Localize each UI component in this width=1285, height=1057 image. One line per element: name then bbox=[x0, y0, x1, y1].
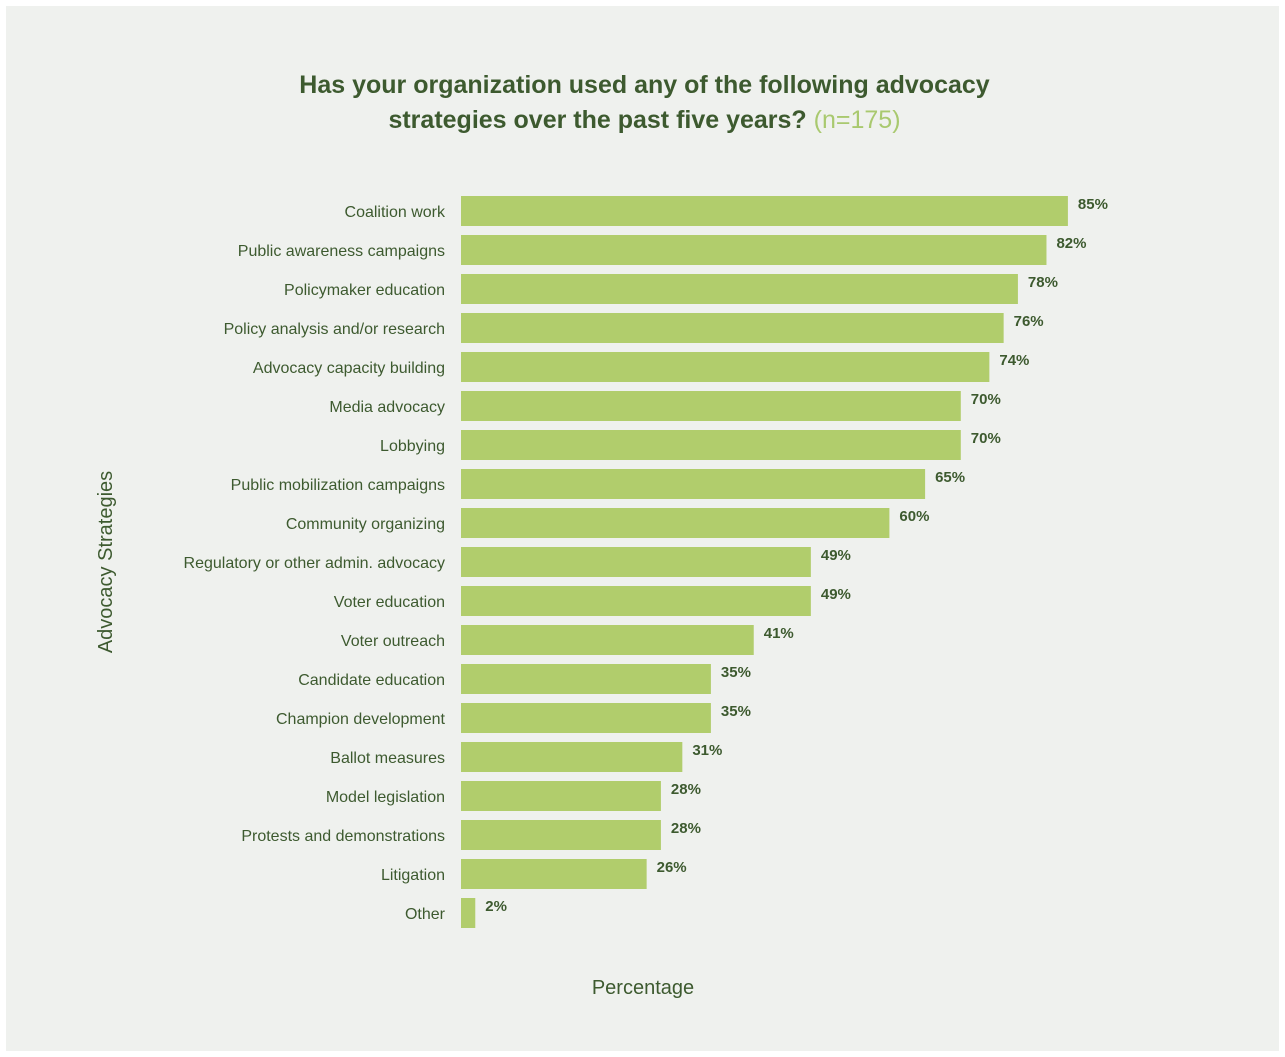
value-label-community-organizing: 60% bbox=[899, 508, 929, 525]
bar-policy-analysis-and-or-research bbox=[461, 313, 1004, 343]
value-label-coalition-work: 85% bbox=[1078, 196, 1108, 213]
value-label-champion-development: 35% bbox=[721, 703, 751, 720]
value-label-litigation: 26% bbox=[657, 859, 687, 876]
bar-public-mobilization-campaigns bbox=[461, 469, 926, 499]
sample-size: (n=175) bbox=[813, 106, 901, 134]
category-label-voter-outreach: Voter outreach bbox=[341, 633, 445, 650]
category-label-other: Other bbox=[405, 906, 446, 923]
x-axis-label: Percentage bbox=[592, 977, 694, 999]
value-label-protests-and-demonstrations: 28% bbox=[671, 820, 701, 837]
category-label-coalition-work: Coalition work bbox=[345, 204, 446, 221]
category-label-candidate-education: Candidate education bbox=[298, 672, 445, 689]
category-label-community-organizing: Community organizing bbox=[286, 516, 445, 533]
chart-title-line-1: Has your organization used any of the fo… bbox=[299, 71, 990, 99]
category-label-protests-and-demonstrations: Protests and demonstrations bbox=[241, 828, 445, 845]
bar-champion-development bbox=[461, 703, 711, 733]
chart-title: Has your organization used any of the fo… bbox=[0, 68, 1285, 138]
bar-lobbying bbox=[461, 430, 961, 460]
bar-public-awareness-campaigns bbox=[461, 235, 1047, 265]
value-label-candidate-education: 35% bbox=[721, 664, 751, 681]
value-label-lobbying: 70% bbox=[971, 430, 1001, 447]
bar-candidate-education bbox=[461, 664, 711, 694]
value-label-policymaker-education: 78% bbox=[1028, 274, 1058, 291]
value-label-other: 2% bbox=[485, 898, 507, 915]
value-label-media-advocacy: 70% bbox=[971, 391, 1001, 408]
category-label-public-awareness-campaigns: Public awareness campaigns bbox=[238, 243, 445, 260]
category-label-lobbying: Lobbying bbox=[380, 438, 445, 455]
category-label-policymaker-education: Policymaker education bbox=[284, 282, 445, 299]
bar-other bbox=[461, 898, 476, 928]
bar-coalition-work bbox=[461, 196, 1068, 226]
category-label-regulatory-or-other-admin-advocacy: Regulatory or other admin. advocacy bbox=[184, 555, 445, 572]
value-label-voter-education: 49% bbox=[821, 586, 851, 603]
chart-title-line-2: strategies over the past five years? (n=… bbox=[0, 103, 1285, 138]
bar-litigation bbox=[461, 859, 647, 889]
value-label-public-mobilization-campaigns: 65% bbox=[935, 469, 965, 486]
category-label-advocacy-capacity-building: Advocacy capacity building bbox=[253, 360, 445, 377]
category-label-policy-analysis-and-or-research: Policy analysis and/or research bbox=[224, 321, 445, 338]
value-label-ballot-measures: 31% bbox=[692, 742, 722, 759]
chart-title-line-2-text: strategies over the past five years? bbox=[388, 106, 807, 134]
bar-community-organizing bbox=[461, 508, 890, 538]
bar-voter-education bbox=[461, 586, 811, 616]
category-label-voter-education: Voter education bbox=[334, 594, 445, 611]
value-label-voter-outreach: 41% bbox=[764, 625, 794, 642]
category-label-ballot-measures: Ballot measures bbox=[330, 750, 445, 767]
category-label-media-advocacy: Media advocacy bbox=[329, 399, 445, 416]
bar-protests-and-demonstrations bbox=[461, 820, 661, 850]
bar-voter-outreach bbox=[461, 625, 754, 655]
value-label-policy-analysis-and-or-research: 76% bbox=[1014, 313, 1044, 330]
bar-advocacy-capacity-building bbox=[461, 352, 990, 382]
value-label-model-legislation: 28% bbox=[671, 781, 701, 798]
category-label-champion-development: Champion development bbox=[276, 711, 446, 728]
bar-regulatory-or-other-admin-advocacy bbox=[461, 547, 811, 577]
bar-ballot-measures bbox=[461, 742, 683, 772]
value-label-advocacy-capacity-building: 74% bbox=[999, 352, 1029, 369]
bar-media-advocacy bbox=[461, 391, 961, 421]
category-label-litigation: Litigation bbox=[381, 867, 445, 884]
value-label-regulatory-or-other-admin-advocacy: 49% bbox=[821, 547, 851, 564]
category-label-model-legislation: Model legislation bbox=[326, 789, 445, 806]
value-label-public-awareness-campaigns: 82% bbox=[1056, 235, 1086, 252]
bar-group: Coalition work 85% Public awareness campai… bbox=[184, 196, 1108, 928]
y-axis-label: Advocacy Strategies bbox=[95, 471, 117, 653]
bar-policymaker-education bbox=[461, 274, 1018, 304]
category-label-public-mobilization-campaigns: Public mobilization campaigns bbox=[231, 477, 445, 494]
bar-model-legislation bbox=[461, 781, 661, 811]
